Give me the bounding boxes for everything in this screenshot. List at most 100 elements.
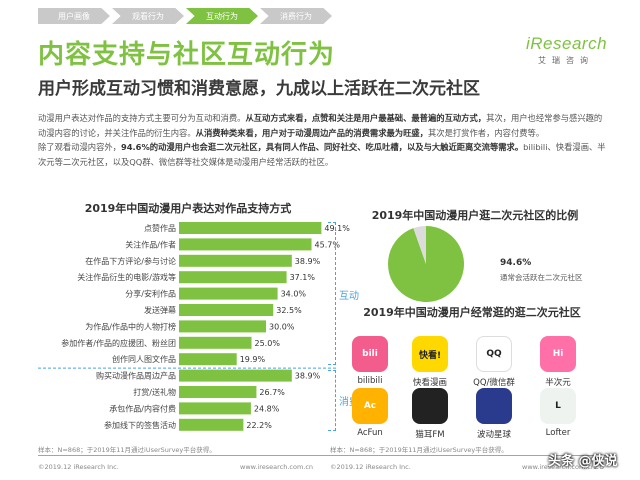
bar-category-label: 参加作者/作品的应援团、粉丝团 — [61, 338, 176, 348]
right-sample-note: 样本：N=868；于2019年11月通过iUserSurvey平台获得。 — [330, 446, 508, 454]
kuaikan-icon: 快看! — [412, 336, 448, 372]
bilibili-icon: bili — [352, 336, 388, 372]
footer-copyright-left: ©2019.12 iResearch Inc. — [38, 463, 119, 471]
bar — [179, 304, 274, 316]
bar-category-label: 在作品下方评论/参与讨论 — [85, 256, 176, 266]
qq-icon: QQ — [476, 336, 512, 372]
bar-value-label: 22.2% — [246, 421, 272, 430]
bar-value-label: 38.9% — [295, 257, 321, 266]
bar — [179, 271, 287, 284]
community-app[interactable]: 猫耳FM — [398, 388, 462, 440]
bar-category-label: 为作品/作品中的人物打榜 — [85, 321, 176, 331]
page-number: 28 — [594, 462, 605, 471]
page-subtitle: 用户形成互动习惯和消费意愿，九成以上活跃在二次元社区 — [38, 79, 480, 99]
community-app[interactable]: Ac AcFun — [338, 388, 402, 438]
bar-category-label: 承包作品/内容付费 — [109, 403, 176, 413]
community-app-name: AcFun — [357, 428, 383, 438]
tab-interaction-behavior[interactable]: 互动行为 — [186, 8, 258, 24]
footer-divider — [38, 455, 606, 456]
bar-category-label: 发送弹幕 — [144, 305, 176, 315]
bar — [179, 254, 292, 267]
pie-chart-title: 2019年中国动漫用户逛二次元社区的比例 — [371, 209, 579, 222]
community-app-name: 半次元 — [545, 378, 571, 388]
bar-value-label: 32.5% — [276, 306, 302, 315]
intro-text-span: 其次是打赏作者，内容付费等。 — [427, 127, 545, 138]
bar — [179, 222, 322, 234]
intro-text-span: 其次，用户也经常参与感兴趣的动漫内容的讨论，并关注作品的衍生内容。 — [38, 113, 603, 138]
bar — [179, 336, 252, 349]
group-bracket — [328, 222, 336, 366]
brand-logo: iResearch 艾瑞咨询 — [526, 34, 607, 66]
bar-category-label: 关注作品/作者 — [125, 239, 176, 249]
community-app[interactable]: QQ QQ/微信群 — [462, 336, 526, 388]
intro-bold-span: 从消费种类来看，用户对于动漫周边产品的消费需求最为旺盛， — [195, 127, 428, 138]
intro-text-span: bilibili、快看漫画、半次元等二次元社区，以及QQ群、微信群等社交媒体是动… — [38, 142, 606, 167]
intro-text: 动漫用户表达对作品的支持方式主要可分为互动和消费。从互动方式来看，点赞和关注是用… — [38, 111, 606, 169]
tab-viewing-behavior[interactable]: 观看行为 — [112, 8, 184, 24]
tab-label: 消费行为 — [280, 11, 312, 21]
community-app[interactable]: Hi 半次元 — [526, 336, 590, 388]
bar-value-label: 26.7% — [259, 388, 285, 397]
intro-text-span: 除了观看动漫内容外， — [38, 142, 121, 152]
footer-url-right[interactable]: www.iresearch.com.cn — [522, 463, 596, 471]
bar-value-label: 49.1% — [324, 224, 350, 233]
bar — [179, 320, 266, 333]
bar-value-label: 19.9% — [240, 355, 266, 364]
intro-bold-span: 94.6%的动漫用户也会逛二次元社区，具有同人作品、同好社交、吃瓜吐槽，以及与大… — [120, 142, 524, 152]
bar-category-label: 参加线下的签售活动 — [104, 420, 176, 430]
section-nav: 用户画像 观看行为 互动行为 消费行为 — [38, 8, 334, 24]
community-app-name: Lofter — [545, 428, 571, 438]
bar-value-label: 25.0% — [255, 339, 281, 348]
banciyuan-icon: Hi — [540, 336, 576, 372]
bodong-icon — [476, 388, 512, 424]
tab-label: 互动行为 — [206, 11, 238, 21]
bar-category-label: 打赏/送礼物 — [133, 387, 176, 397]
support-methods-bar-chart: 点赞作品 49.1% 关注作品/作者 45.7% 在作品下方评论/参与讨论 38.9% 关注… — [38, 222, 350, 431]
communities-title: 2019年中国动漫用户经常逛的逛二次元社区 — [363, 306, 581, 319]
bar — [179, 353, 237, 366]
group-bracket — [328, 369, 336, 431]
intro-paragraph-2: 除了观看动漫内容外，94.6%的动漫用户也会逛二次元社区，具有同人作品、同好社交… — [38, 140, 606, 169]
tab-consumption-behavior[interactable]: 消费行为 — [260, 8, 332, 24]
acfun-icon: Ac — [352, 388, 388, 424]
left-sample-note: 样本：N=868；于2019年11月通过iUserSurvey平台获得。 — [38, 446, 216, 454]
brand-subtitle: 艾瑞咨询 — [538, 56, 594, 65]
bar-category-label: 创作同人图文作品 — [112, 354, 176, 364]
community-app-name: bilibili — [357, 376, 383, 386]
tab-label: 用户画像 — [58, 11, 90, 21]
community-app-name: 波动星球 — [476, 430, 511, 440]
pie-value-label: 94.6% — [500, 258, 532, 268]
intro-bold-span: 从互动方式来看，点赞和关注是用户最基础、最普遍的互动方式， — [245, 113, 487, 123]
watermark: 头条 @侠说 — [548, 454, 618, 469]
footer-copyright-right: ©2019.12 iResearch Inc. — [330, 463, 411, 471]
community-app[interactable]: L Lofter — [526, 388, 590, 438]
bar-value-label: 45.7% — [315, 240, 341, 249]
community-app[interactable]: 波动星球 — [462, 388, 526, 440]
bar-category-label: 点赞作品 — [144, 223, 176, 233]
bar-category-label: 分享/安利作品 — [125, 289, 176, 299]
group-label: 互动 — [339, 290, 359, 302]
bar — [179, 238, 312, 251]
pie-description: 通常会活跃在二次元社区 — [500, 273, 583, 282]
bar-value-label: 37.1% — [290, 273, 316, 282]
community-app[interactable]: bili bilibili — [338, 336, 402, 386]
maoer-icon — [412, 388, 448, 424]
bar-value-label: 30.0% — [269, 322, 295, 331]
bar-value-label: 24.8% — [254, 404, 280, 413]
community-app-name: 快看漫画 — [412, 378, 447, 388]
bar — [179, 386, 257, 398]
community-app-name: 猫耳FM — [415, 430, 445, 440]
tab-user-profile[interactable]: 用户画像 — [38, 8, 110, 24]
community-ratio-pie-chart — [388, 226, 464, 302]
community-app[interactable]: 快看! 快看漫画 — [398, 336, 462, 388]
group-label: 消费 — [339, 397, 359, 409]
community-app-name: QQ/微信群 — [473, 378, 515, 388]
bar-value-label: 38.9% — [295, 372, 321, 381]
bar — [179, 418, 244, 431]
bar-chart-title: 2019年中国动漫用户表达对作品支持方式 — [84, 202, 292, 215]
bar-value-label: 34.0% — [281, 290, 307, 299]
lofter-icon: L — [540, 388, 576, 424]
bar — [179, 402, 251, 415]
bar — [179, 287, 278, 300]
footer-url-left[interactable]: www.iresearch.com.cn — [240, 463, 314, 471]
